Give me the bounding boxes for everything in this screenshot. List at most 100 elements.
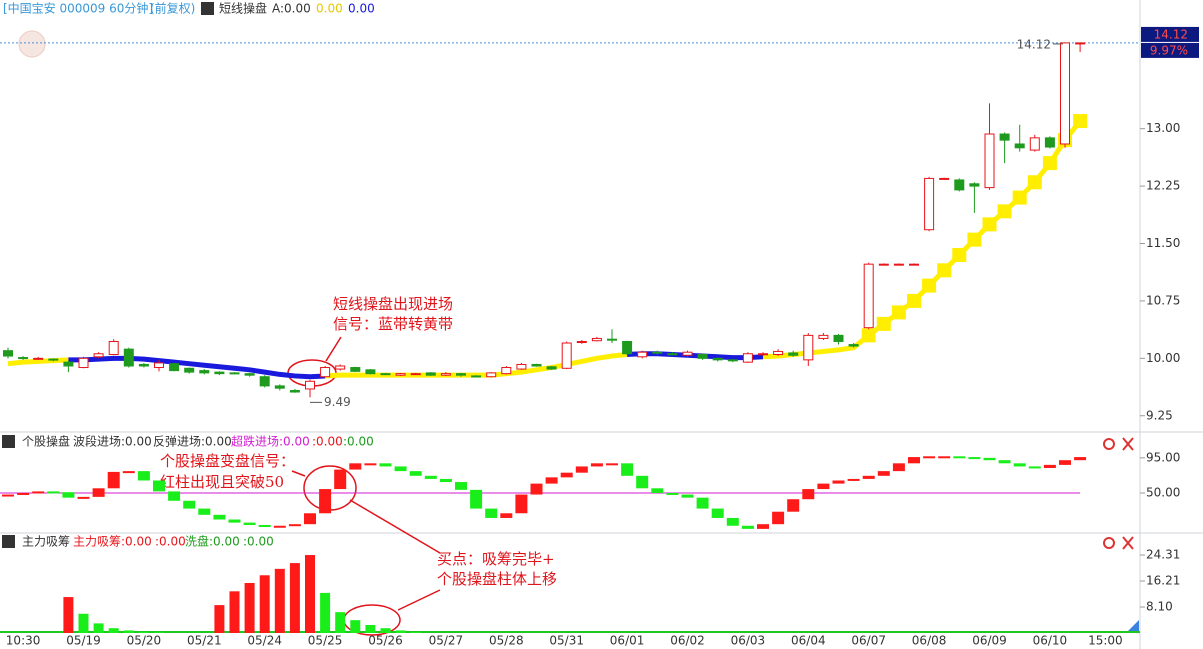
band-line [626,351,764,361]
candle-body [984,133,995,189]
y-tick-label: 16.21 [1146,574,1180,588]
legend-entry: :0.00 [155,535,186,549]
bar [320,592,331,633]
candle-body [712,357,723,361]
candle-body [939,177,950,180]
bar [696,497,709,509]
bar [455,482,467,490]
candle-body [18,357,29,360]
candle-body [561,342,572,369]
candle-body [848,344,859,347]
candle-body [184,367,195,373]
y-tick-label: 10.00 [1146,351,1180,365]
bar [711,508,724,518]
panel-controls[interactable] [1103,437,1134,550]
candle-body [350,367,361,372]
bar [681,494,694,498]
candle-body [274,385,285,389]
help-icon[interactable] [2,535,15,548]
bar [349,463,362,470]
x-tick-label: 06/04 [791,634,826,648]
legend-entry: 超跌进场:0.00 [231,434,310,449]
candle-body [924,177,935,231]
x-tick-label: 15:00 [1088,634,1123,648]
bar [862,475,875,479]
candle-body [123,348,134,367]
y-tick-label: 12.25 [1146,179,1180,193]
bar [335,612,346,633]
change-box [1141,42,1199,58]
bar [213,514,226,520]
bar [259,575,270,633]
candle-body [742,353,753,363]
candle-body [758,353,768,356]
candle-body [999,133,1010,141]
legend-entry: 洗盘:0.00 [185,534,240,549]
x-tick-label: 05/20 [127,634,162,648]
legend-entry: 波段进场:0.00 [73,434,152,449]
annotation: 短线操盘出现进场 [333,295,453,313]
bar [741,525,754,529]
candle-body [486,372,497,378]
candle-body [154,362,164,369]
bar [47,491,60,494]
bar [410,632,421,633]
candle-body [214,371,225,375]
bar [395,630,406,633]
annotation: 买点：吸筹完毕+ [437,550,555,568]
bar [289,563,300,633]
bar [832,480,845,484]
band-block [952,247,967,262]
band-line [762,119,1083,360]
band-block [861,328,876,343]
bar [214,605,225,633]
high-label: 14.12 [1017,37,1051,51]
bar [198,508,211,515]
y-tick-label: 8.10 [1146,600,1173,614]
bar [575,466,588,473]
panel-title: 主力吸筹 [22,535,70,549]
bar [998,460,1011,464]
bar [304,513,316,525]
candle-body [380,373,391,376]
bar [621,463,634,476]
annotation: 信号：蓝带转黄带 [333,315,453,333]
band-block [1042,156,1057,171]
candle-body [108,340,119,356]
band-block [907,293,921,308]
bar [726,517,739,526]
bar [892,463,905,472]
bar [32,491,45,494]
bar [500,513,513,518]
bar [305,555,315,633]
bar [380,628,391,633]
candle-body [878,263,889,266]
bar [122,471,135,474]
bar [938,456,951,459]
bar [666,492,679,495]
bar [62,492,75,498]
bar [288,524,301,527]
bar [953,456,966,459]
bar [137,471,150,481]
candle-body [456,373,466,376]
candle-body [667,353,678,356]
x-tick-label: 05/25 [308,634,343,648]
bar [560,472,573,478]
x-tick-label: 05/21 [187,634,222,648]
candle-body [863,263,874,329]
bar [1043,464,1056,468]
bar [651,488,664,493]
bar [379,463,392,467]
last-price: 14.12 [1154,27,1188,41]
legend-entry: 主力吸筹:0.00 [73,535,152,549]
candle-body [773,350,784,356]
bar [153,480,165,492]
help-icon[interactable] [2,435,15,448]
candle-body [63,361,74,367]
help-icon[interactable] [201,2,214,15]
y-tick-label: 9.25 [1146,408,1173,422]
